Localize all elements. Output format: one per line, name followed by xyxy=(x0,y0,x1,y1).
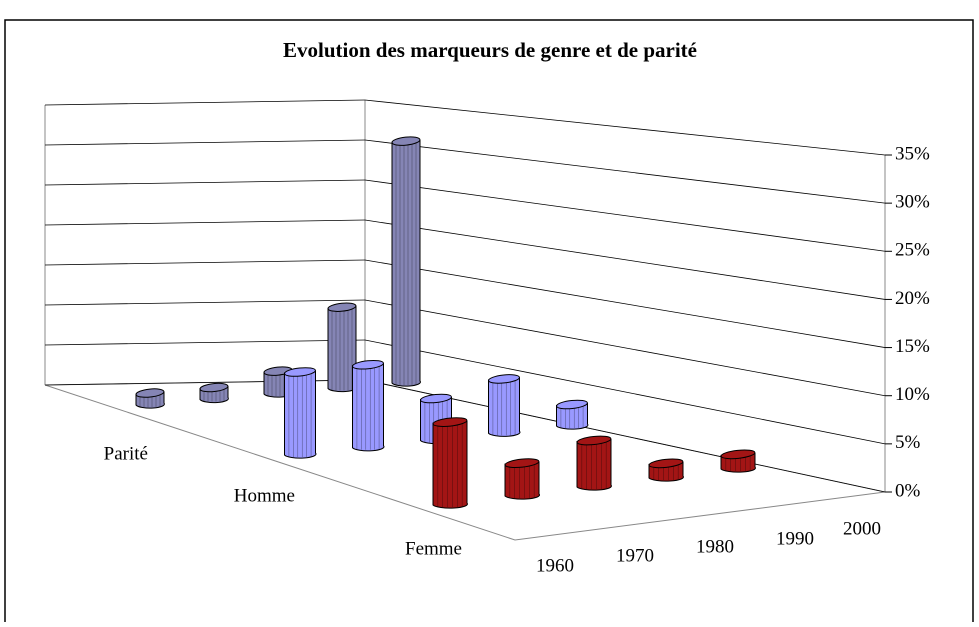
bar xyxy=(391,136,421,387)
grid-line xyxy=(44,259,366,266)
grid-line xyxy=(364,179,886,252)
bar xyxy=(576,435,613,491)
y-tick-label: 25% xyxy=(895,240,930,261)
chart-title: Evolution des marqueurs de genre et de p… xyxy=(283,38,697,62)
bar xyxy=(556,399,589,430)
x-tick-label: 1990 xyxy=(776,528,814,549)
bar-part xyxy=(488,374,520,384)
bar xyxy=(488,374,521,437)
bar-part xyxy=(391,136,421,146)
bar xyxy=(352,359,385,452)
bar-part xyxy=(432,417,468,427)
grid-line xyxy=(44,139,366,146)
grid-line xyxy=(364,219,886,300)
y-tick-label: 30% xyxy=(895,192,930,213)
grid-line xyxy=(364,139,886,204)
bar-part xyxy=(576,438,613,491)
bar xyxy=(327,302,357,393)
grid-line xyxy=(364,259,886,348)
bar xyxy=(284,367,317,459)
series-label: Homme xyxy=(234,485,295,506)
bar-part xyxy=(556,399,588,410)
bar-part xyxy=(420,393,452,404)
bar-part xyxy=(504,461,541,500)
x-tick-label: 1980 xyxy=(696,536,734,557)
bar-part xyxy=(284,370,317,459)
y-tick-label: 35% xyxy=(895,143,930,164)
bar-part xyxy=(576,435,612,446)
x-tick-label: 2000 xyxy=(843,518,881,539)
bar xyxy=(199,382,229,404)
bar xyxy=(504,458,541,500)
bar xyxy=(432,417,469,509)
y-tick-label: 20% xyxy=(895,288,930,309)
grid-line xyxy=(44,99,366,106)
bar-part xyxy=(199,382,229,393)
bar-part xyxy=(556,402,589,430)
y-tick-label: 15% xyxy=(895,336,930,357)
series-label: Femme xyxy=(405,538,462,559)
bar-part xyxy=(284,367,316,377)
grid-line xyxy=(44,179,366,186)
grid-line xyxy=(364,299,886,397)
bar xyxy=(648,458,685,482)
grid-line xyxy=(44,299,366,306)
x-tick-label: 1970 xyxy=(616,545,654,566)
bar-part xyxy=(504,458,540,469)
bar xyxy=(135,388,165,409)
x-tick-label: 1960 xyxy=(536,555,574,576)
series-label: Parité xyxy=(104,443,148,464)
bar-part xyxy=(648,458,684,469)
y-tick-label: 0% xyxy=(895,480,921,501)
bar-part xyxy=(327,302,357,312)
y-tick-label: 5% xyxy=(895,432,921,453)
grid-line xyxy=(364,99,886,156)
bar-part xyxy=(720,449,756,460)
bar xyxy=(720,449,757,473)
grid-line xyxy=(44,219,366,226)
grid-line xyxy=(44,339,366,346)
bar-part xyxy=(432,420,469,509)
bar-part xyxy=(488,377,521,437)
y-tick-label: 10% xyxy=(895,384,930,405)
bar-part xyxy=(391,139,421,387)
bar-part xyxy=(352,359,384,370)
grid-line xyxy=(364,339,886,445)
bar-part xyxy=(135,388,165,398)
bar-part xyxy=(352,363,385,452)
